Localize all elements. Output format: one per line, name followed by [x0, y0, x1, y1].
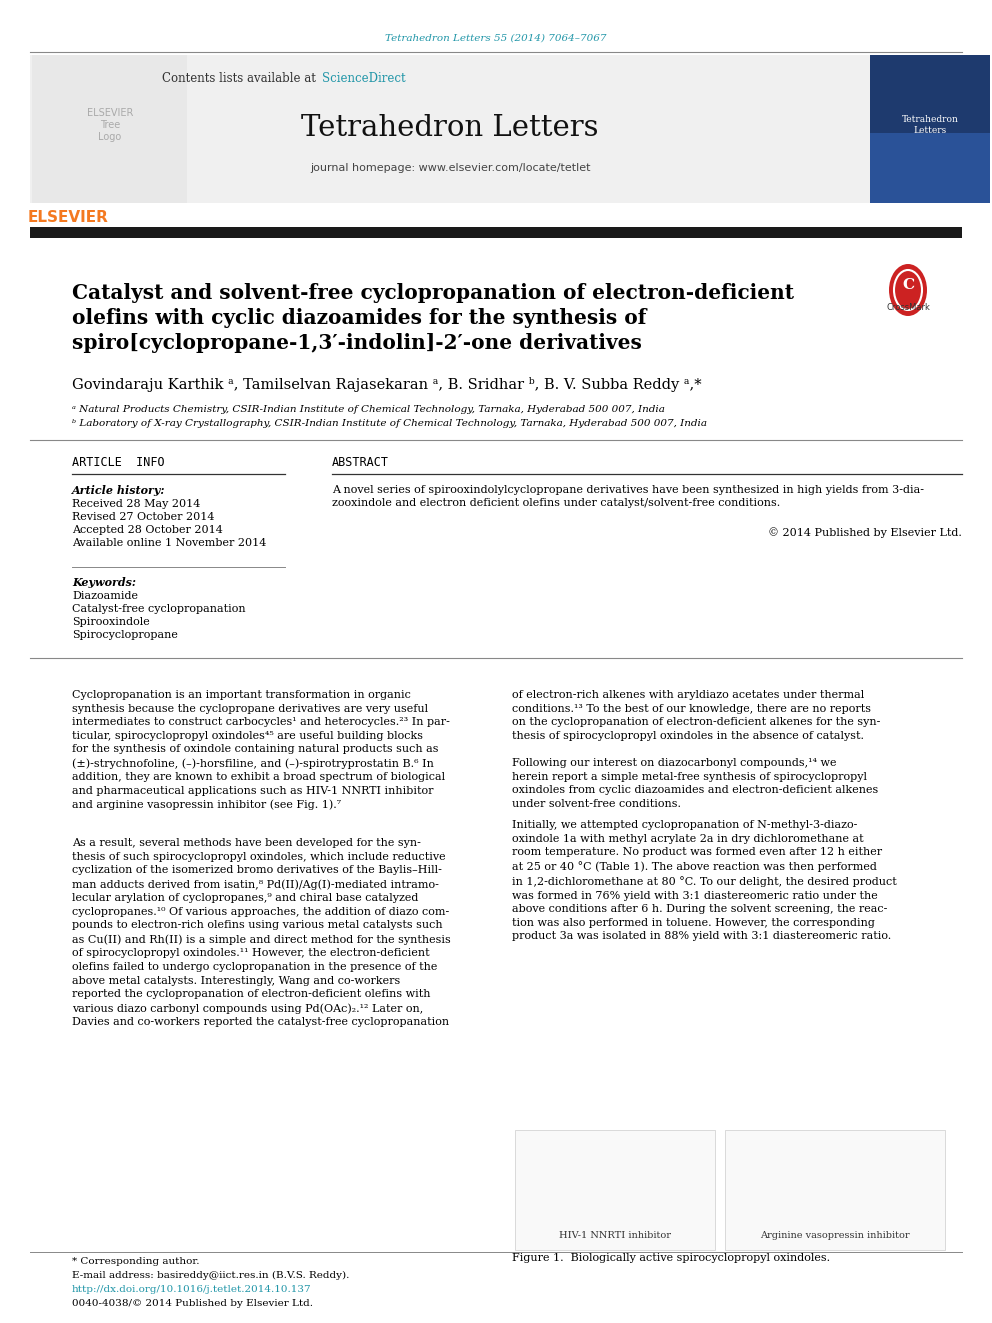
Text: Diazoamide: Diazoamide: [72, 591, 138, 601]
Text: Following our interest on diazocarbonyl compounds,¹⁴ we
herein report a simple m: Following our interest on diazocarbonyl …: [512, 758, 878, 808]
Text: ELSEVIER: ELSEVIER: [28, 210, 108, 225]
Text: journal homepage: www.elsevier.com/locate/tetlet: journal homepage: www.elsevier.com/locat…: [310, 163, 590, 173]
Ellipse shape: [894, 270, 922, 310]
Bar: [870, 134, 990, 202]
Text: Accepted 28 October 2014: Accepted 28 October 2014: [72, 525, 223, 534]
Text: Keywords:: Keywords:: [72, 577, 136, 587]
Bar: [30, 56, 870, 202]
Text: Received 28 May 2014: Received 28 May 2014: [72, 499, 200, 509]
Text: 0040-4038/© 2014 Published by Elsevier Ltd.: 0040-4038/© 2014 Published by Elsevier L…: [72, 1298, 313, 1307]
Text: Govindaraju Karthik ᵃ, Tamilselvan Rajasekaran ᵃ, B. Sridhar ᵇ, B. V. Subba Redd: Govindaraju Karthik ᵃ, Tamilselvan Rajas…: [72, 377, 701, 393]
Text: of electron-rich alkenes with aryldiazo acetates under thermal
conditions.¹³ To : of electron-rich alkenes with aryldiazo …: [512, 691, 880, 741]
Text: spiro[cyclopropane-1,3′-indolin]-2′-one derivatives: spiro[cyclopropane-1,3′-indolin]-2′-one …: [72, 333, 642, 353]
Text: Catalyst-free cyclopropanation: Catalyst-free cyclopropanation: [72, 605, 246, 614]
Text: © 2014 Published by Elsevier Ltd.: © 2014 Published by Elsevier Ltd.: [768, 528, 962, 538]
Text: Tetrahedron Letters: Tetrahedron Letters: [302, 114, 599, 142]
Bar: [512, 1125, 952, 1265]
Text: Tetrahedron
Letters: Tetrahedron Letters: [902, 115, 958, 135]
Text: http://dx.doi.org/10.1016/j.tetlet.2014.10.137: http://dx.doi.org/10.1016/j.tetlet.2014.…: [72, 1286, 311, 1294]
Text: ScienceDirect: ScienceDirect: [322, 71, 406, 85]
Text: zooxindole and electron deficient olefins under catalyst/solvent-free conditions: zooxindole and electron deficient olefin…: [332, 497, 781, 508]
Text: As a result, several methods have been developed for the syn-
thesis of such spi: As a result, several methods have been d…: [72, 837, 450, 1027]
Text: * Corresponding author.: * Corresponding author.: [72, 1257, 199, 1266]
Text: olefins with cyclic diazoamides for the synthesis of: olefins with cyclic diazoamides for the …: [72, 308, 647, 328]
Ellipse shape: [889, 265, 927, 316]
Bar: [725, 1130, 945, 1250]
Text: ARTICLE  INFO: ARTICLE INFO: [72, 456, 165, 470]
Text: ELSEVIER
Tree
Logo: ELSEVIER Tree Logo: [87, 108, 133, 142]
Bar: [30, 228, 962, 238]
Text: ᵇ Laboratory of X-ray Crystallography, CSIR-Indian Institute of Chemical Technol: ᵇ Laboratory of X-ray Crystallography, C…: [72, 419, 707, 429]
Text: ᵃ Natural Products Chemistry, CSIR-Indian Institute of Chemical Technology, Tarn: ᵃ Natural Products Chemistry, CSIR-India…: [72, 406, 665, 414]
Text: CrossMark: CrossMark: [886, 303, 930, 312]
Text: HIV-1 NNRTI inhibitor: HIV-1 NNRTI inhibitor: [559, 1230, 671, 1240]
Text: Available online 1 November 2014: Available online 1 November 2014: [72, 538, 267, 548]
Bar: [32, 56, 187, 202]
Text: Tetrahedron Letters 55 (2014) 7064–7067: Tetrahedron Letters 55 (2014) 7064–7067: [385, 33, 607, 42]
Text: Article history:: Article history:: [72, 484, 166, 496]
Text: Arginine vasopressin inhibitor: Arginine vasopressin inhibitor: [760, 1230, 910, 1240]
Text: ABSTRACT: ABSTRACT: [332, 456, 389, 470]
Bar: [515, 1130, 715, 1250]
Text: Contents lists available at: Contents lists available at: [163, 71, 320, 85]
Text: C: C: [902, 278, 914, 292]
Text: E-mail address: basireddy@iict.res.in (B.V.S. Reddy).: E-mail address: basireddy@iict.res.in (B…: [72, 1270, 349, 1279]
Text: A novel series of spirooxindolylcyclopropane derivatives have been synthesized i: A novel series of spirooxindolylcyclopro…: [332, 486, 924, 495]
Text: Catalyst and solvent-free cyclopropanation of electron-deficient: Catalyst and solvent-free cyclopropanati…: [72, 283, 794, 303]
Text: Spirooxindole: Spirooxindole: [72, 617, 150, 627]
Text: Spirocyclopropane: Spirocyclopropane: [72, 630, 178, 640]
Text: Revised 27 October 2014: Revised 27 October 2014: [72, 512, 214, 523]
Text: Figure 1.  Biologically active spirocyclopropyl oxindoles.: Figure 1. Biologically active spirocyclo…: [512, 1253, 830, 1263]
Text: Initially, we attempted cyclopropanation of N-methyl-3-diazo-
oxindole 1a with m: Initially, we attempted cyclopropanation…: [512, 820, 897, 942]
Text: Cyclopropanation is an important transformation in organic
synthesis because the: Cyclopropanation is an important transfo…: [72, 691, 450, 811]
Bar: [870, 56, 990, 202]
